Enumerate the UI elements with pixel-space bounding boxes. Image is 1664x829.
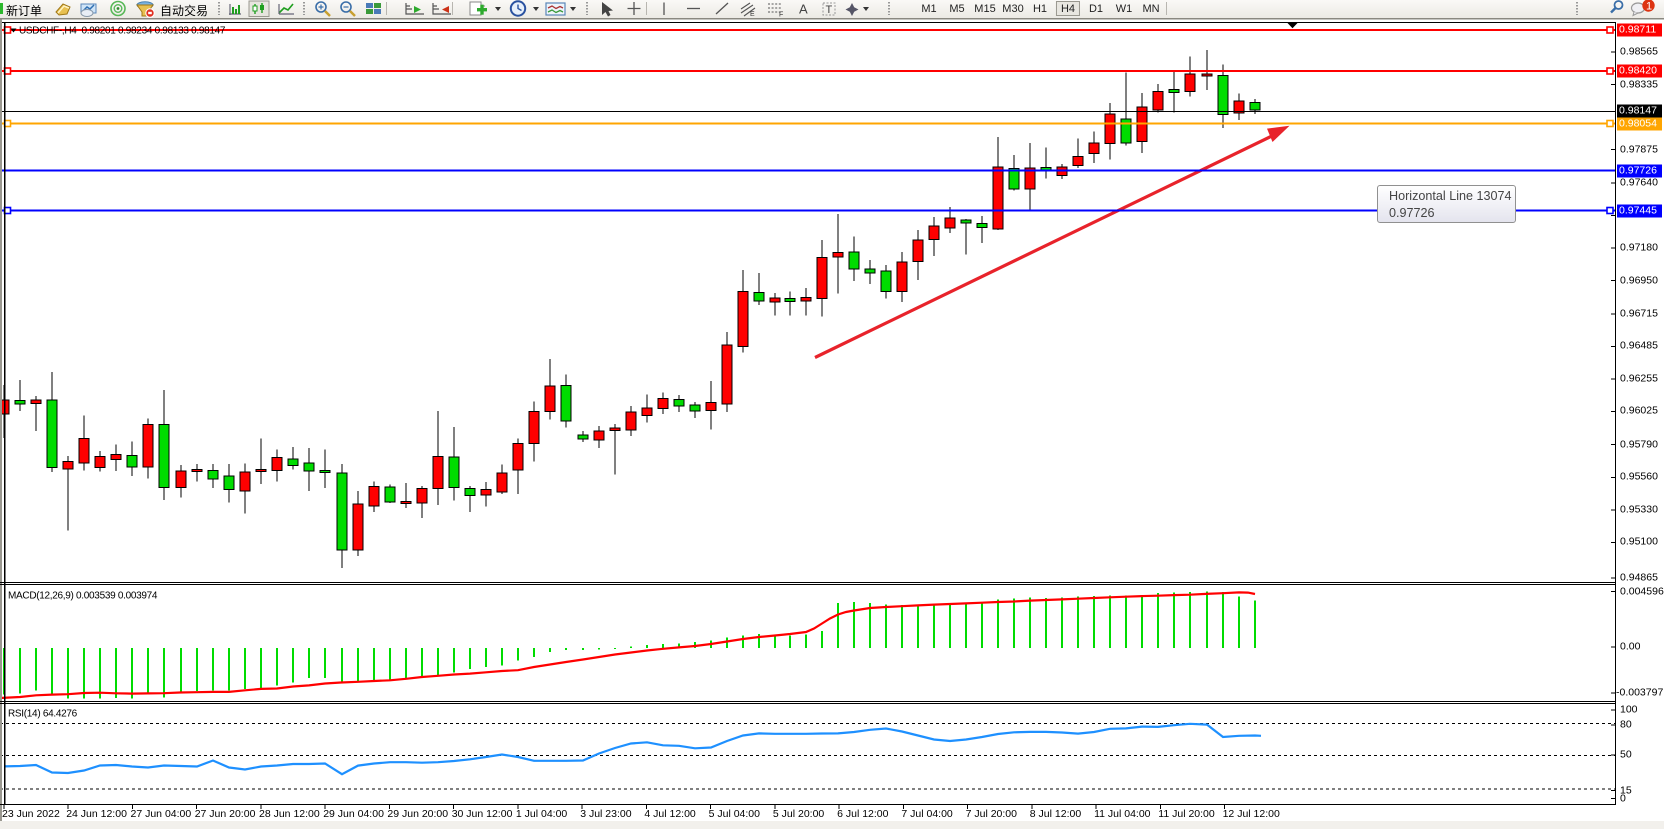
svg-text:F: F — [779, 12, 783, 19]
svg-text:A: A — [799, 2, 808, 17]
svg-text:T: T — [826, 4, 833, 16]
svg-text:E: E — [750, 11, 755, 18]
svg-text:1: 1 — [1646, 1, 1652, 13]
